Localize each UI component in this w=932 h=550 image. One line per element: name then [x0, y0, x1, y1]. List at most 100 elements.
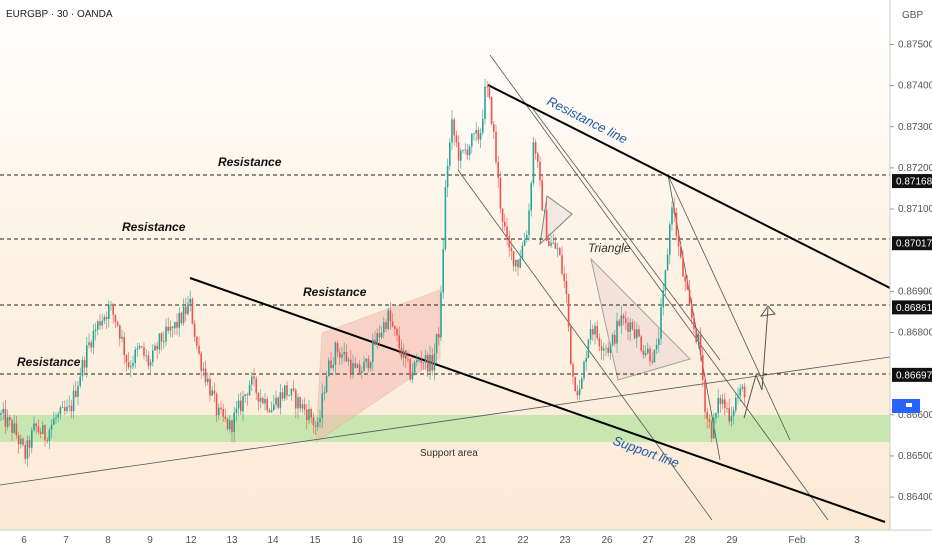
candle-body — [193, 323, 196, 337]
x-tick-label: 3 — [854, 535, 860, 546]
price-label-box — [892, 367, 932, 382]
candle-body — [649, 348, 651, 361]
y-tick-label: 0.87400 — [898, 81, 932, 92]
candle-body — [699, 334, 702, 356]
candle-body — [323, 392, 326, 394]
candle-body — [174, 322, 176, 329]
candle-body — [341, 354, 343, 358]
y-tick-label: 0.86400 — [898, 492, 932, 503]
candle-body — [332, 364, 334, 368]
candle-body — [255, 378, 257, 393]
candle-body — [125, 354, 128, 363]
candle-body — [180, 312, 183, 324]
candle-body — [215, 393, 218, 416]
candle-body — [387, 310, 389, 329]
candles — [0, 79, 746, 467]
candle-body — [114, 314, 117, 322]
candle-body — [376, 333, 378, 345]
candle-body — [127, 362, 130, 368]
candle-body — [160, 333, 163, 342]
thin-line-b — [457, 169, 713, 521]
candle-body — [658, 338, 660, 345]
candle-body — [281, 392, 284, 399]
candle-body — [655, 344, 658, 350]
candle-body — [561, 255, 563, 274]
candle-body — [550, 242, 552, 246]
candle-body — [143, 346, 145, 356]
candle-body — [537, 153, 539, 162]
candle-body — [455, 135, 458, 143]
candle-body — [53, 418, 55, 425]
candle-body — [369, 362, 372, 369]
candle-body — [345, 352, 348, 362]
candle-body — [70, 405, 73, 412]
thin-line-c — [529, 104, 721, 361]
candle-body — [35, 423, 37, 427]
candle-body — [383, 322, 385, 333]
y-tick-label: 0.87500 — [898, 39, 932, 50]
candle-body — [367, 358, 370, 369]
candle-body — [431, 354, 433, 371]
candle-body — [81, 360, 84, 377]
candle-body — [224, 416, 227, 419]
candle-body — [86, 345, 88, 368]
candle-body — [116, 321, 119, 326]
candle-body — [90, 342, 92, 348]
candle-body — [611, 334, 614, 345]
candle-body — [108, 305, 110, 320]
candle-body — [708, 419, 711, 422]
candle-body — [438, 333, 440, 338]
candle-body — [75, 390, 77, 397]
x-tick-label: 13 — [226, 535, 238, 546]
annotation-resistance-4: Resistance — [17, 355, 81, 369]
candle-body — [521, 245, 524, 259]
price-label-box — [892, 236, 932, 251]
support-trendline — [189, 277, 886, 523]
candle-body — [196, 336, 198, 346]
candle-body — [339, 352, 341, 358]
candle-body — [2, 409, 4, 414]
candle-body — [616, 320, 618, 344]
candle-body — [633, 329, 636, 339]
candle-body — [442, 249, 444, 293]
candle-body — [528, 210, 530, 236]
candle-body — [182, 306, 185, 324]
candle-body — [347, 359, 350, 362]
candle-body — [539, 161, 541, 181]
small-flag-pattern — [539, 195, 573, 246]
candle-body — [149, 362, 152, 366]
candle-body — [290, 388, 293, 396]
candle-body — [416, 360, 418, 363]
support-area-band — [0, 415, 890, 442]
candle-body — [556, 248, 559, 250]
candle-body — [567, 293, 570, 327]
candle-body — [233, 412, 235, 433]
candle-body — [273, 404, 275, 411]
candle-body — [642, 350, 645, 355]
candle-body — [253, 376, 255, 379]
candle-body — [121, 336, 123, 339]
candle-body — [24, 445, 26, 459]
annotation-resistance-2: Resistance — [122, 220, 186, 234]
y-tick-label: 0.86800 — [898, 327, 932, 338]
candle-body — [515, 259, 517, 267]
candle-body — [677, 235, 680, 247]
candle-body — [468, 146, 471, 156]
candle-body — [94, 329, 97, 332]
candle-body — [145, 355, 147, 357]
candle-body — [61, 407, 64, 409]
candle-body — [422, 362, 425, 364]
candle-body — [156, 345, 158, 350]
x-tick-label: 15 — [309, 535, 321, 546]
candle-body — [147, 355, 150, 366]
candle-body — [317, 422, 319, 427]
candle-body — [730, 416, 733, 422]
candle-body — [728, 408, 730, 422]
candle-body — [110, 304, 112, 306]
candle-body — [319, 418, 321, 423]
candle-body — [493, 124, 495, 132]
price-label-text: 0.86697 — [896, 370, 932, 381]
current-price-marker-tab — [906, 403, 912, 407]
